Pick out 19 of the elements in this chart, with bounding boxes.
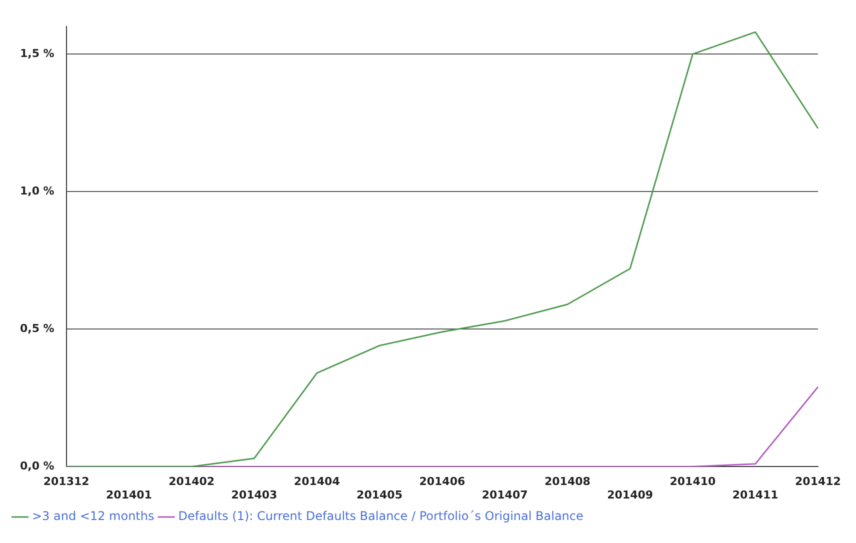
x-tick-label: 201407 [482,488,528,502]
x-tick-label: 201412 [795,475,841,488]
x-tick-label: 201409 [607,488,654,502]
x-tick-label: 201403 [231,488,278,502]
x-tick-label: 201406 [419,475,466,488]
legend-label: >3 and <12 months [32,509,154,524]
x-tick-label: 201401 [106,488,152,502]
y-tick-label: 1,5 % [20,46,54,60]
y-tick-label: 0,5 % [20,322,54,335]
x-tick-label: 201312 [43,475,90,488]
y-tick-label: 1,0 % [20,184,54,198]
x-tick-label: 201411 [732,488,778,502]
x-tick-label: 201402 [168,475,215,488]
x-tick-label: 201410 [670,475,716,488]
x-tick-label: 201405 [356,488,402,502]
legend-label: Defaults (1): Current Defaults Balance / Portfolio´s Original Balance [178,509,584,524]
x-tick-label: 201404 [294,475,340,488]
x-tick-label: 201408 [544,475,590,488]
y-tick-label: 0,0 % [20,459,54,472]
